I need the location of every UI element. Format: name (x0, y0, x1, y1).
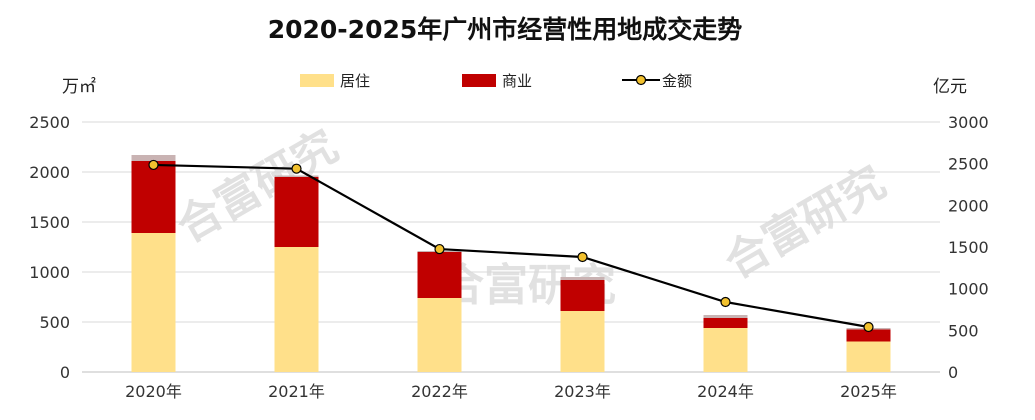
legend-label: 金额 (662, 72, 692, 90)
x-tick-label: 2025年 (840, 382, 897, 401)
bar-segment-2 (274, 175, 319, 177)
x-tick-label: 2022年 (411, 382, 468, 401)
amount-point (720, 296, 731, 308)
bar-segment-1 (131, 161, 176, 233)
bar-segment-0 (131, 233, 176, 372)
chart-title: 2020-2025年广州市经营性用地成交走势 (268, 15, 743, 44)
bar-segment-0 (703, 328, 748, 372)
left-tick-label: 1000 (29, 263, 70, 282)
amount-point (291, 163, 302, 174)
bar-segment-1 (846, 329, 891, 342)
right-tick-label: 3000 (948, 113, 989, 132)
legend-swatch-0 (300, 74, 334, 87)
right-tick-label: 2500 (948, 155, 989, 174)
right-tick-label: 1000 (948, 280, 989, 299)
amount-point (148, 159, 159, 171)
watermark-1: 合富研究 (168, 121, 346, 253)
axis-labels: 0 500 1000 1500 2000 2500 0 500 1000 1500 2000 2500… (29, 113, 988, 401)
right-tick-label: 0 (948, 363, 958, 382)
x-tick-label: 2020年 (125, 382, 182, 401)
bar-segment-2 (560, 277, 605, 280)
grid (82, 121, 940, 373)
bar-segment-0 (560, 311, 605, 372)
bar-segment-0 (274, 247, 319, 372)
right-tick-label: 500 (948, 321, 979, 340)
amount-point (434, 243, 445, 255)
right-tick-label: 1500 (948, 238, 989, 257)
bar-segment-0 (846, 341, 891, 372)
bar-segment-0 (417, 298, 462, 372)
amount-point (863, 321, 874, 333)
left-tick-label: 0 (60, 363, 70, 382)
watermark-3: 合富研究 (716, 157, 894, 289)
bar-segment-2 (131, 155, 176, 161)
legend-label: 居住 (340, 72, 370, 90)
left-tick-label: 2000 (29, 163, 70, 182)
right-tick-label: 2000 (948, 196, 989, 215)
amount-line-path (153, 163, 869, 329)
amount-point (577, 251, 588, 263)
x-tick-label: 2021年 (268, 382, 325, 401)
left-tick-label: 1500 (29, 213, 70, 232)
x-tick-label: 2024年 (697, 382, 754, 401)
left-tick-label: 500 (39, 313, 70, 332)
bar-segment-2 (703, 315, 748, 318)
bar-segment-1 (417, 252, 462, 298)
bars (131, 155, 891, 372)
legend: 居住 商业 金额 (300, 72, 692, 90)
x-tick-label: 2023年 (554, 382, 611, 401)
left-tick-label: 2500 (29, 113, 70, 132)
legend-swatch-1 (462, 74, 496, 87)
bar-segment-1 (560, 280, 605, 311)
bar-segment-1 (274, 177, 319, 247)
right-axis-unit: 亿元 (933, 77, 967, 97)
amount-line (148, 159, 874, 333)
left-axis-unit: 万㎡ (62, 77, 96, 97)
legend-label: 商业 (502, 72, 532, 90)
bar-segment-1 (703, 318, 748, 328)
legend-swatch-marker (635, 74, 647, 86)
